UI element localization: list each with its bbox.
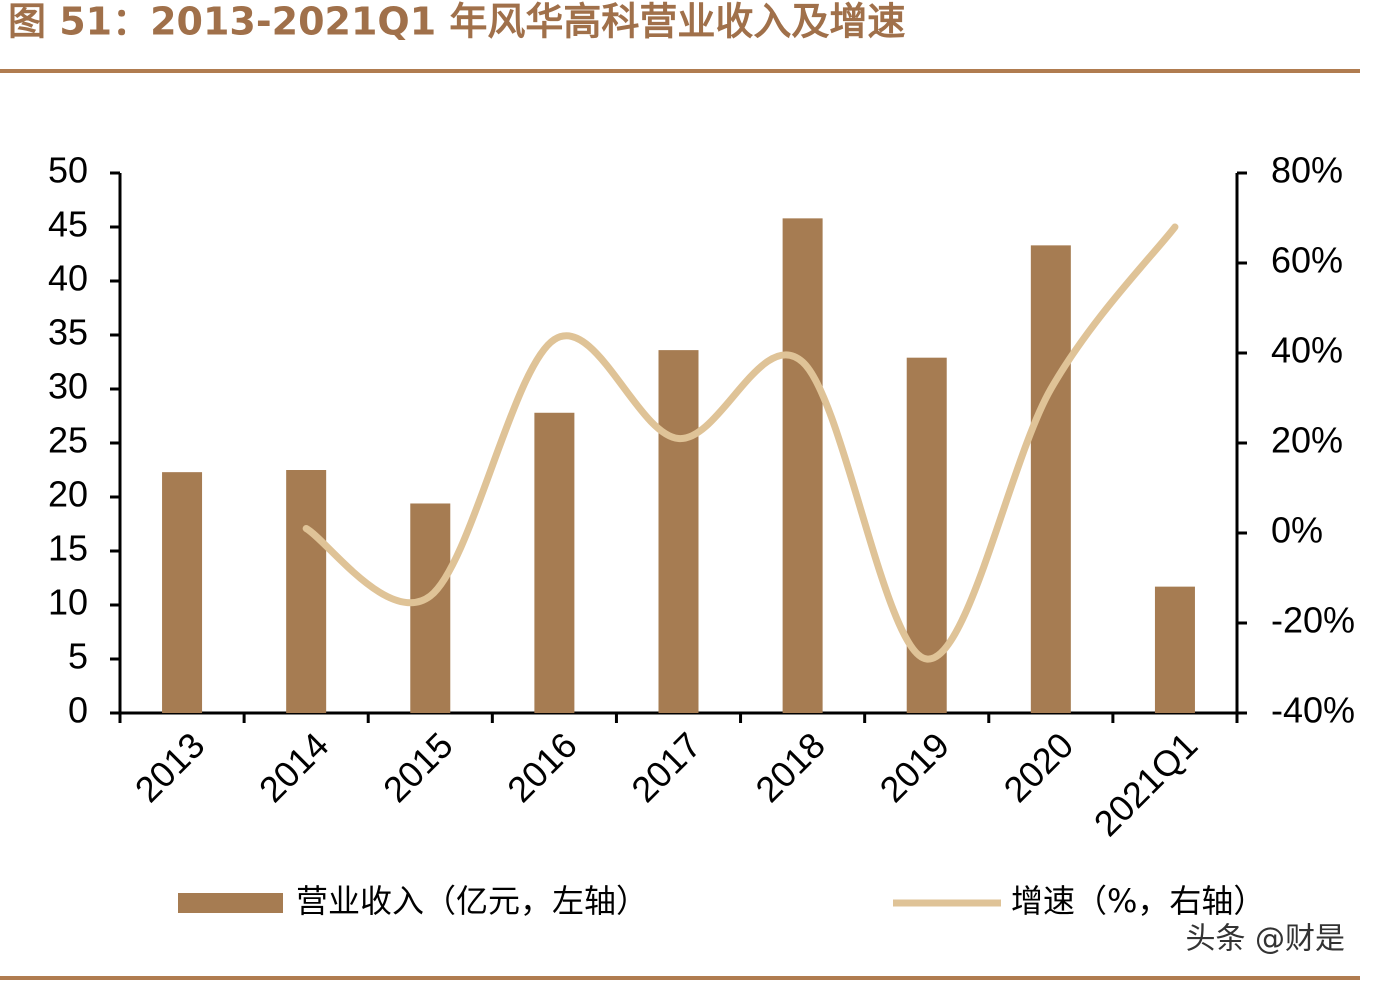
x-tick-label: 2019 [871, 724, 957, 810]
x-tick-label: 2016 [499, 724, 585, 810]
y-tick-label: 25 [48, 420, 88, 461]
legend-label: 增速（%，右轴） [1011, 882, 1265, 920]
y-tick-label: 5 [68, 636, 88, 677]
bar [1154, 586, 1195, 713]
bar [286, 470, 327, 713]
x-tick-label: 2017 [623, 724, 709, 810]
y-tick-label: 45 [48, 204, 88, 245]
bar [782, 218, 823, 714]
bar [1030, 245, 1071, 714]
legend-label: 营业收入（亿元，左轴） [296, 882, 648, 920]
bar [162, 472, 203, 713]
x-tick-label: 2021Q1 [1086, 724, 1206, 844]
x-tick-label: 2015 [375, 724, 461, 810]
bar [658, 350, 699, 713]
y2-tick-label: 60% [1271, 240, 1343, 281]
y-tick-label: 20 [48, 474, 88, 515]
y2-tick-label: 80% [1271, 150, 1343, 191]
y2-tick-label: 0% [1271, 510, 1323, 551]
y-tick-label: 0 [68, 690, 88, 731]
y-tick-label: 30 [48, 366, 88, 407]
y2-tick-label: 20% [1271, 420, 1343, 461]
bar [410, 503, 451, 713]
x-tick-label: 2018 [747, 724, 833, 810]
y-tick-label: 50 [48, 150, 88, 191]
legend-swatch [178, 893, 283, 913]
bar [534, 412, 575, 713]
line [302, 223, 1179, 663]
x-tick-label: 2013 [127, 724, 213, 810]
y-tick-label: 40 [48, 258, 88, 299]
y-tick-label: 15 [48, 528, 88, 569]
y-tick-label: 35 [48, 312, 88, 353]
chart-title: 图 51：2013-2021Q1 年风华高科营业收入及增速 [8, 0, 905, 44]
y-tick-label: 10 [48, 582, 88, 623]
watermark: 头条 @财是 [1185, 922, 1345, 957]
x-tick-label: 2014 [251, 724, 337, 810]
y2-tick-label: 40% [1271, 330, 1343, 371]
y2-tick-label: -40% [1271, 690, 1355, 731]
y2-tick-label: -20% [1271, 600, 1355, 641]
x-tick-label: 2020 [996, 724, 1082, 810]
